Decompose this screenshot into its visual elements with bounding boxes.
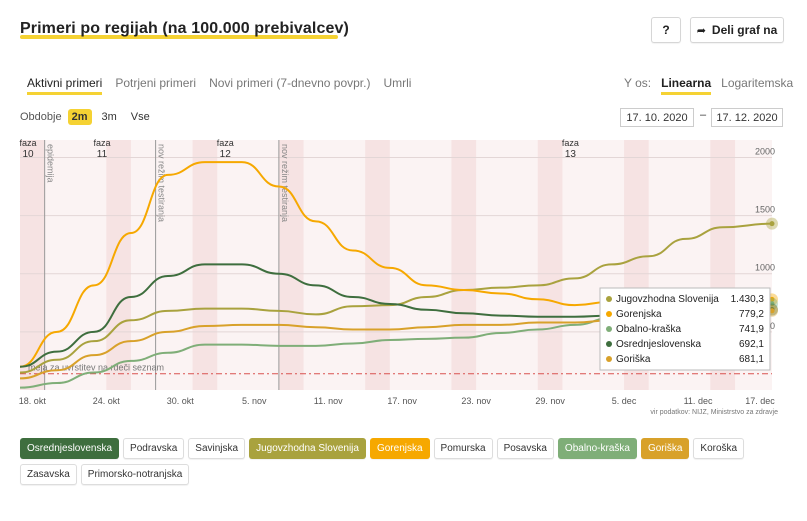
event-label: nov režim testiranja (157, 144, 167, 222)
event-label: nov režim testiranja (280, 144, 290, 222)
tooltip-value: 692,1 (739, 339, 764, 350)
region-legend: Osrednjeslovenska Podravska Savinjska Jugov… (20, 438, 760, 485)
phase-label: faza (562, 138, 579, 148)
legend-chip[interactable]: Goriška (640, 438, 690, 459)
phase-number: 10 (22, 149, 34, 160)
y-scale-option-1[interactable]: Logaritemska (721, 76, 794, 90)
legend-chip[interactable]: Posavska (496, 438, 554, 459)
date-from-input[interactable]: 17. 10. 2020 (620, 108, 694, 127)
phase-number: 11 (97, 149, 108, 160)
x-tick-label: 29. nov (535, 396, 565, 406)
tooltip-value: 779,2 (739, 309, 764, 320)
x-tick-label: 18. okt (19, 396, 47, 406)
x-tick-label: 17. dec (745, 396, 775, 406)
share-button[interactable]: ➦ Deli graf na (690, 17, 784, 43)
weekend-band (20, 140, 45, 390)
legend-chip[interactable]: Savinjska (188, 438, 246, 459)
tab-0[interactable]: Aktivni primeri (27, 76, 103, 95)
x-tick-label: 30. okt (167, 396, 195, 406)
title-underline (20, 35, 338, 39)
tooltip-value: 681,1 (739, 354, 764, 365)
source-note: vir podatkov: NIJZ, Ministrstvo za zdrav… (650, 409, 778, 416)
series-endpoint-dot (769, 296, 775, 302)
legend-chip[interactable]: Obalno-kraška (557, 438, 637, 459)
tab-3[interactable]: Umrli (383, 76, 412, 90)
tooltip-name: Gorenjska (616, 309, 662, 320)
legend-chip[interactable]: Gorenjska (369, 438, 430, 459)
series-endpoint-dot (769, 221, 775, 227)
line-chart[interactable]: 500100015002000faza10faza11faza12faza13e… (0, 130, 807, 435)
y-tick-label: 1000 (755, 263, 775, 273)
x-tick-label: 5. dec (612, 396, 637, 406)
weekend-band (278, 140, 304, 390)
legend-chip[interactable]: Primorsko-notranjska (80, 464, 190, 485)
period-label: Obdobje (20, 111, 62, 123)
threshold-label: meja za uvrstitev na rdeči seznam (28, 363, 164, 373)
legend-chip[interactable]: Pomurska (433, 438, 493, 459)
period-option-1[interactable]: 3m (101, 111, 117, 123)
period-selector: Obdobje 2m 3m Vse (20, 109, 154, 125)
tab-2[interactable]: Novi primeri (7-dnevno povpr.) (209, 76, 371, 90)
y-scale-option-0[interactable]: Linearna (661, 76, 712, 95)
x-tick-label: 5. nov (242, 396, 267, 406)
phase-label: faza (19, 138, 36, 148)
tooltip-name: Osrednjeslovenska (616, 339, 701, 350)
y-tick-label: 1500 (755, 205, 775, 215)
page-title: Primeri po regijah (na 100.000 prebivalc… (20, 20, 349, 37)
y-axis-scale-toggle: Y os: Linearna Logaritemska (624, 76, 793, 95)
x-tick-label: 24. okt (93, 396, 121, 406)
tooltip-dot (606, 326, 612, 332)
tooltip-name: Jugovzhodna Slovenija (616, 294, 719, 305)
x-tick-label: 11. dec (684, 396, 713, 406)
date-to-input[interactable]: 17. 12. 2020 (711, 108, 783, 127)
y-tick-label: 2000 (755, 146, 775, 156)
period-option-0[interactable]: 2m (67, 109, 92, 125)
tooltip-dot (606, 311, 612, 317)
legend-chip[interactable]: Podravska (123, 438, 185, 459)
series-endpoint-dot (769, 308, 775, 314)
weekend-band (451, 140, 477, 390)
x-tick-label: 11. nov (314, 396, 343, 406)
weekend-band (537, 140, 563, 390)
legend-chip[interactable]: Koroška (693, 438, 745, 459)
y-axis-label: Y os: (624, 76, 652, 90)
tooltip-value: 1.430,3 (731, 294, 765, 305)
event-label: epidemija (46, 144, 56, 183)
tab-1[interactable]: Potrjeni primeri (115, 76, 197, 90)
tooltip-name: Goriška (616, 354, 651, 365)
tooltip-value: 741,9 (739, 324, 764, 335)
legend-chip[interactable]: Jugovzhodna Slovenija (249, 438, 366, 459)
phase-number: 13 (565, 149, 577, 160)
series-endpoint-dot (769, 301, 775, 307)
metric-tabs: Aktivni primeri Potrjeni primeri Novi prim… (27, 76, 411, 95)
x-tick-label: 23. nov (461, 396, 491, 406)
period-option-2[interactable]: Vse (130, 111, 150, 123)
legend-chip[interactable]: Osrednjeslovenska (20, 438, 120, 459)
tooltip-box (599, 287, 771, 371)
legend-chip[interactable]: Zasavska (20, 464, 77, 485)
help-button[interactable]: ? (651, 17, 681, 43)
phase-label: faza (93, 138, 110, 148)
share-icon: ➦ (696, 24, 706, 37)
date-range-dash: – (700, 109, 707, 121)
tooltip-dot (606, 341, 612, 347)
phase-number: 12 (220, 149, 232, 160)
tooltip-dot (606, 356, 612, 362)
phase-label: faza (217, 138, 234, 148)
tooltip-dot (606, 296, 612, 302)
x-tick-label: 17. nov (387, 396, 417, 406)
series-line (19, 222, 773, 374)
tooltip-name: Obalno-kraška (616, 324, 681, 335)
